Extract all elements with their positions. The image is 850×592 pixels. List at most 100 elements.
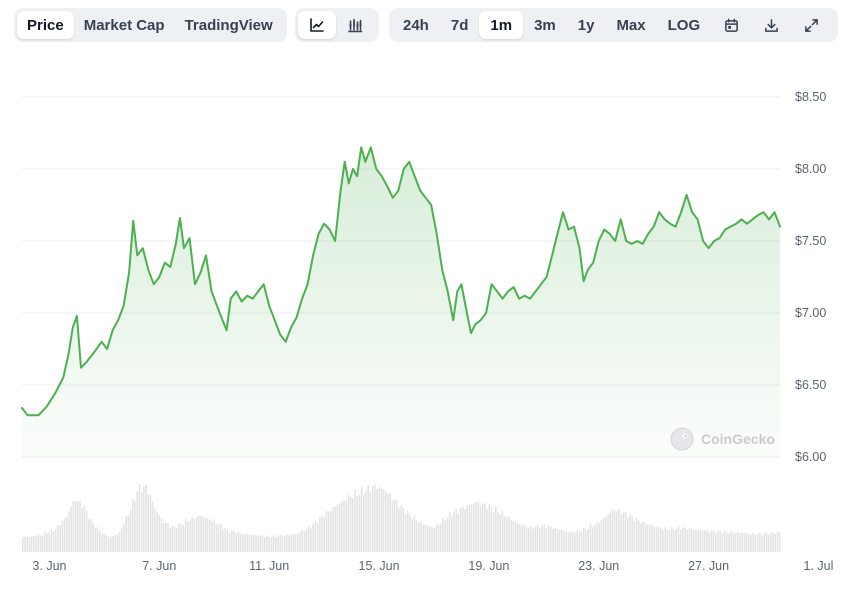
volume-bar — [79, 500, 81, 552]
volume-bar — [389, 493, 391, 552]
volume-bar — [455, 509, 457, 552]
volume-bar — [686, 529, 688, 552]
volume-bar — [519, 524, 521, 552]
volume-bar — [664, 527, 666, 552]
price-chart[interactable]: $8.50 $8.00 $7.50 $7.00 $6.50 $6.00 3. Jun 7. … — [0, 60, 850, 592]
volume-bar — [367, 484, 369, 552]
volume-bar — [178, 523, 180, 552]
x-tick-label: 11. Jun — [249, 559, 289, 573]
volume-bar — [160, 518, 163, 552]
time-range-tabs: 24h 7d 1m 3m 1y Max LOG — [389, 8, 838, 42]
volume-bar — [536, 525, 539, 552]
range-7d[interactable]: 7d — [450, 16, 469, 34]
volume-bar — [723, 531, 726, 552]
volume-bar — [72, 500, 75, 552]
volume-bar — [365, 490, 367, 552]
volume-bar — [68, 511, 70, 552]
candlestick-chart-button[interactable] — [336, 11, 374, 39]
volume-bar — [261, 536, 264, 552]
coingecko-logo-icon — [670, 427, 694, 451]
volume-bar — [534, 527, 537, 552]
download-button[interactable] — [751, 11, 791, 39]
volume-bar — [341, 500, 343, 552]
volume-bar — [180, 524, 182, 552]
line-chart-button[interactable] — [298, 11, 336, 39]
volume-bar — [580, 531, 583, 552]
volume-bar — [776, 532, 779, 552]
tab-price[interactable]: Price — [17, 11, 74, 39]
range-1y[interactable]: 1y — [577, 16, 595, 34]
date-picker-button[interactable] — [711, 11, 751, 39]
volume-bar — [99, 531, 101, 552]
volume-bar — [103, 533, 105, 552]
candlestick-chart-icon — [348, 18, 363, 33]
volume-bar — [127, 515, 130, 552]
range-24h[interactable]: 24h — [403, 16, 429, 34]
volume-bar — [512, 520, 515, 552]
volume-bar — [528, 527, 530, 552]
volume-bar — [288, 535, 290, 552]
volume-bar — [629, 514, 631, 552]
range-3m[interactable]: 3m — [534, 16, 556, 34]
chart-toolbar: Price Market Cap TradingView 24h 7d 1m 3… — [14, 8, 838, 42]
range-max[interactable]: Max — [616, 16, 646, 34]
volume-bar — [717, 530, 719, 552]
tab-market-cap[interactable]: Market Cap — [83, 16, 165, 34]
volume-bar — [464, 509, 466, 552]
volume-bar — [24, 536, 26, 552]
log-scale-toggle[interactable]: LOG — [667, 16, 701, 34]
y-tick-label: $8.50 — [795, 90, 826, 104]
volume-bar — [431, 527, 433, 552]
volume-bar — [547, 525, 550, 552]
volume-bar — [712, 530, 715, 552]
volume-bar — [158, 515, 160, 552]
x-tick-label: 3. Jun — [32, 559, 66, 573]
volume-bar — [360, 486, 363, 552]
volume-bar — [752, 532, 754, 552]
volume-bar — [627, 517, 629, 552]
volume-bar — [492, 512, 495, 552]
x-tick-label: 7. Jun — [142, 559, 176, 573]
volume-bar — [336, 504, 339, 552]
volume-bar — [688, 528, 691, 552]
volume-bar — [473, 503, 475, 552]
tab-tradingview[interactable]: TradingView — [184, 16, 273, 34]
range-1m[interactable]: 1m — [479, 11, 524, 39]
volume-bar — [129, 510, 132, 552]
volume-bar — [369, 491, 372, 552]
volume-bar — [28, 536, 31, 552]
volume-bar — [294, 533, 297, 552]
y-tick-label: $7.50 — [795, 234, 826, 248]
volume-bar — [393, 499, 396, 552]
volume-bar — [224, 528, 226, 552]
volume-bar — [292, 534, 295, 552]
volume-bar — [574, 533, 576, 552]
fullscreen-button[interactable] — [791, 11, 831, 39]
volume-bar — [46, 533, 48, 552]
volume-bar — [426, 525, 429, 552]
volume-bar — [338, 503, 341, 552]
volume-bar — [96, 527, 99, 552]
volume-bar — [618, 509, 620, 552]
volume-bar — [677, 526, 680, 552]
volume-bar — [409, 514, 411, 552]
volume-bar — [202, 516, 204, 552]
volume-bar — [695, 529, 697, 552]
y-tick-label: $6.00 — [795, 450, 826, 464]
volume-bar — [754, 534, 757, 552]
line-chart-icon — [310, 18, 324, 32]
volume-bar — [697, 529, 699, 552]
volume-bar — [556, 529, 559, 552]
volume-bar — [602, 517, 605, 552]
volume-bar — [459, 508, 462, 552]
volume-bar — [715, 533, 717, 552]
volume-bar — [211, 521, 213, 552]
volume-bar — [356, 495, 358, 552]
volume-bar — [587, 529, 589, 552]
volume-bar — [558, 530, 561, 552]
volume-bar — [517, 523, 519, 552]
volume-bar — [503, 516, 506, 552]
volume-bar — [57, 525, 59, 552]
volume-bar — [195, 517, 198, 552]
volume-bar — [323, 517, 325, 552]
